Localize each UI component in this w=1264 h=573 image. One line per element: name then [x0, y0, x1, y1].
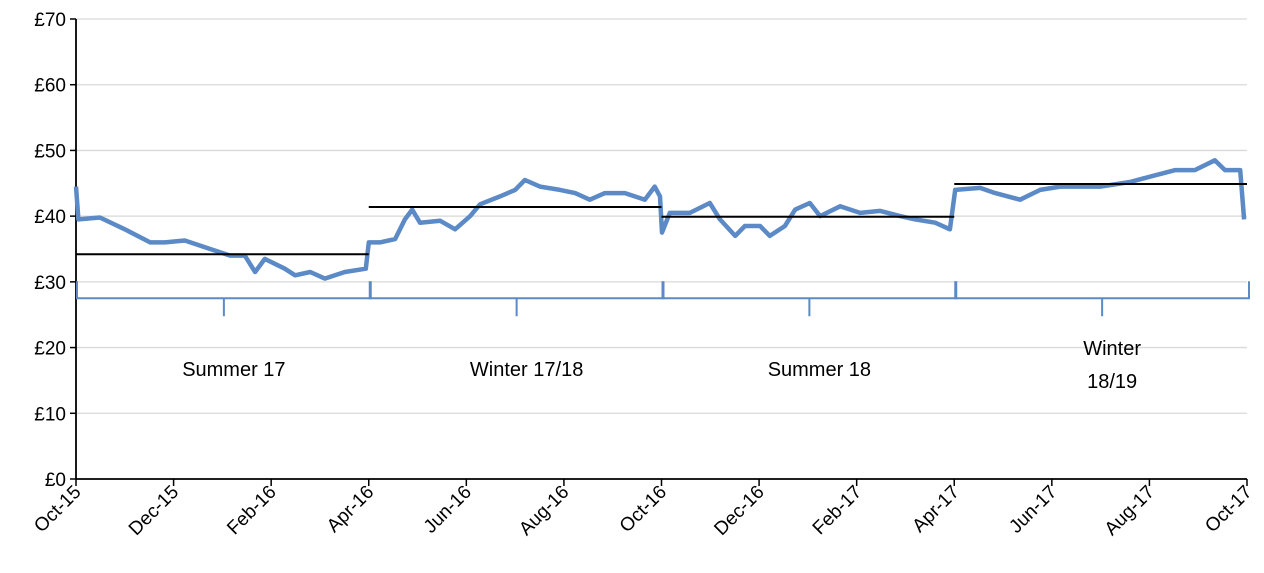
- price-line: [73, 158, 1247, 281]
- period-bracket: [76, 281, 372, 317]
- x-tick-label: Oct-17: [1201, 482, 1256, 537]
- period-bracket: [661, 281, 958, 317]
- y-tick-label: £50: [34, 141, 66, 162]
- period-bracket: [954, 281, 1250, 317]
- x-tick-label: Aug-16: [515, 482, 573, 540]
- period-label: Summer 17: [182, 359, 285, 381]
- x-tick-label: Dec-15: [125, 482, 183, 540]
- bracket: [368, 281, 665, 317]
- x-tick-label: Feb-17: [809, 482, 866, 539]
- y-tick-label: £10: [34, 404, 66, 425]
- bracket: [954, 281, 1250, 317]
- bracket: [76, 281, 372, 317]
- y-tick-label: £40: [34, 207, 66, 228]
- x-tick-label: Oct-16: [616, 482, 671, 537]
- x-tick-label: Jun-16: [420, 482, 476, 538]
- x-tick-label: Feb-16: [223, 482, 280, 539]
- period-label: Winter 17/18: [470, 359, 583, 381]
- x-tick-label: Apr-16: [323, 482, 378, 537]
- x-tick-label: Jun-17: [1005, 482, 1061, 538]
- bracket: [661, 281, 958, 317]
- y-tick-label: £0: [45, 470, 66, 491]
- x-tick-label: Apr-17: [909, 482, 964, 537]
- period-label: 18/19: [1087, 371, 1137, 393]
- x-tick-label: Dec-16: [710, 482, 768, 540]
- period-label: Winter: [1083, 338, 1141, 360]
- y-tick-label: £70: [34, 10, 66, 31]
- period-bracket: [368, 281, 665, 317]
- period-label: Summer 18: [768, 359, 871, 381]
- y-tick-label: £30: [34, 273, 66, 294]
- y-tick-label: £20: [34, 339, 66, 360]
- y-tick-label: £60: [34, 76, 66, 97]
- x-tick-label: Aug-17: [1101, 482, 1159, 540]
